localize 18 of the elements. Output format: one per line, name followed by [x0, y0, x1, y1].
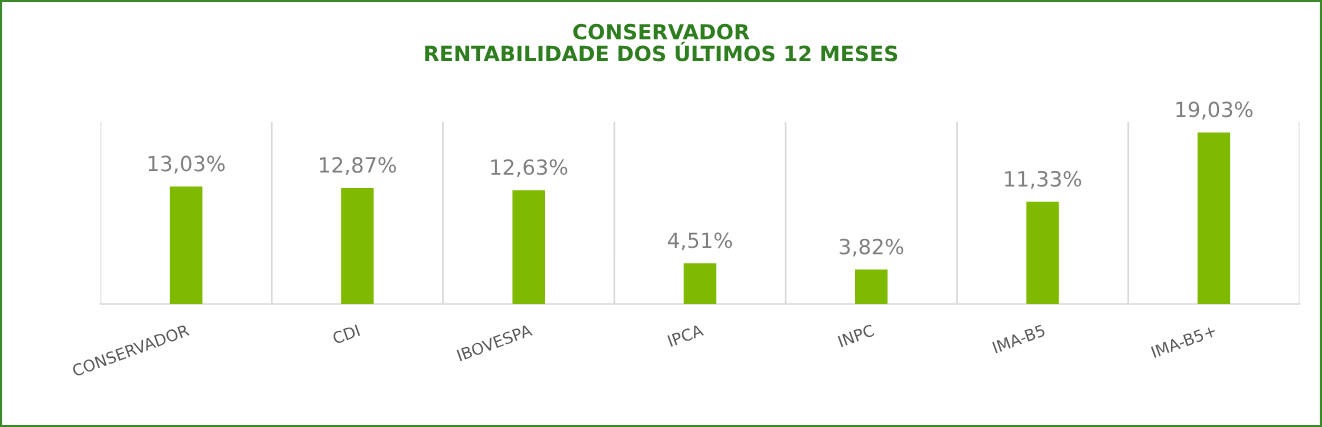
- x-tick-label: CDI: [331, 324, 361, 345]
- data-label: 3,82%: [839, 238, 904, 257]
- x-tick-label: INPC: [837, 324, 875, 348]
- data-label: 12,87%: [319, 157, 396, 175]
- bar: [512, 190, 545, 305]
- chart-title: CONSERVADOR RENTABILIDADE DOS ÚLTIMOS 12 MESES: [425, 23, 898, 62]
- data-label: 19,03%: [1176, 101, 1253, 120]
- x-tick-label: IPCA: [667, 323, 705, 348]
- data-label: 13,03%: [148, 155, 225, 174]
- bar: [169, 186, 203, 305]
- bar: [683, 263, 717, 305]
- data-label: 12,63%: [491, 159, 568, 178]
- bar: [1026, 201, 1059, 305]
- data-label: 4,51%: [667, 232, 732, 251]
- bar: [855, 269, 888, 305]
- bar: [341, 187, 374, 305]
- bar: [1197, 132, 1231, 305]
- data-label: 11,33%: [1005, 170, 1082, 189]
